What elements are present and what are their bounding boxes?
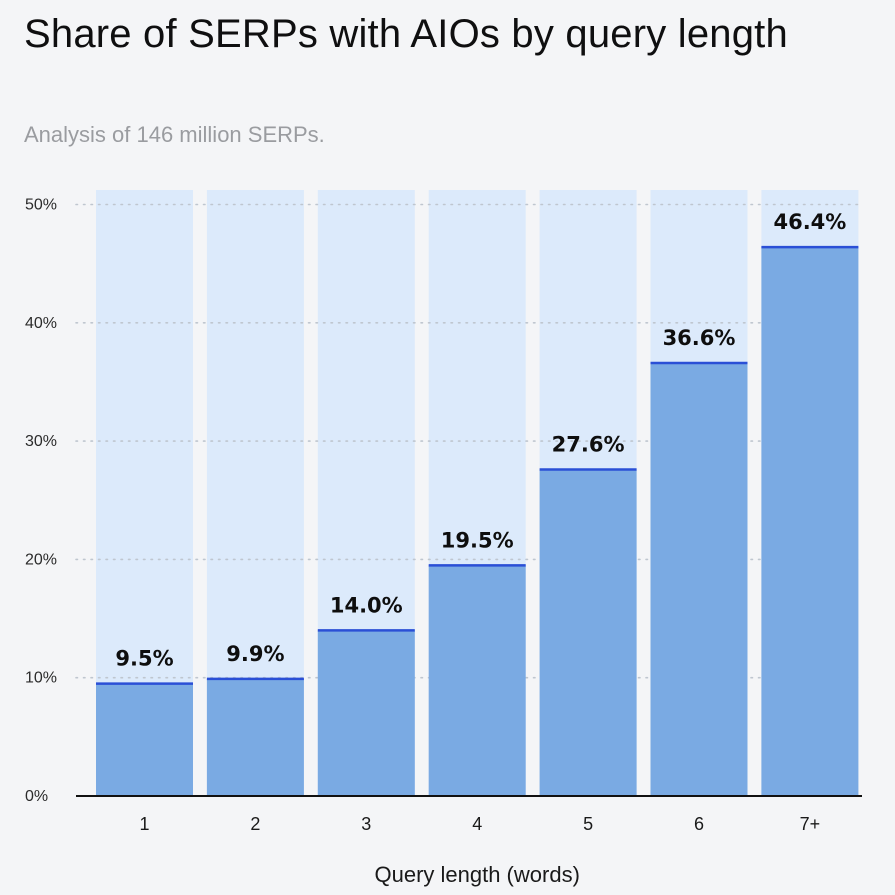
value-label: 14.0% (330, 593, 403, 617)
y-tick-label: 50% (25, 197, 57, 214)
x-tick-label: 2 (250, 814, 260, 834)
bar-3 (317, 630, 415, 796)
bar-7+ (761, 247, 859, 796)
x-tick-label: 6 (694, 814, 704, 834)
value-labels: 9.5% 9.9% 14.0% 19.5% 27.6% 36.6% 46.4% (115, 210, 846, 671)
chart-subtitle: Analysis of 146 million SERPs. (24, 122, 325, 147)
x-tick-label: 4 (472, 814, 482, 834)
bar-5 (539, 469, 637, 796)
y-tick-label: 10% (25, 670, 57, 687)
x-axis-ticks: 1 2 3 4 5 6 7+ (139, 814, 820, 834)
value-label: 46.4% (773, 210, 846, 234)
bar-6 (650, 363, 748, 796)
x-tick-label: 7+ (800, 814, 821, 834)
y-tick-label: 0% (25, 788, 48, 805)
x-tick-label: 1 (139, 814, 149, 834)
x-tick-label: 3 (361, 814, 371, 834)
value-label: 19.5% (441, 528, 514, 552)
bar-1 (96, 683, 193, 796)
bars (96, 245, 859, 796)
value-label: 27.6% (552, 432, 625, 456)
y-axis-ticks: 0% 10% 20% 30% 40% 50% (25, 197, 57, 806)
y-tick-label: 40% (25, 315, 57, 332)
y-tick-label: 20% (25, 551, 57, 568)
value-label: 36.6% (663, 326, 736, 350)
bar-4 (428, 565, 526, 796)
x-axis-title: Query length (words) (374, 862, 579, 887)
bar-2 (206, 678, 304, 796)
value-label: 9.9% (226, 642, 284, 666)
chart-title: Share of SERPs with AIOs by query length (24, 12, 788, 56)
x-tick-label: 5 (583, 814, 593, 834)
y-tick-label: 30% (25, 433, 57, 450)
value-label: 9.5% (115, 647, 173, 671)
